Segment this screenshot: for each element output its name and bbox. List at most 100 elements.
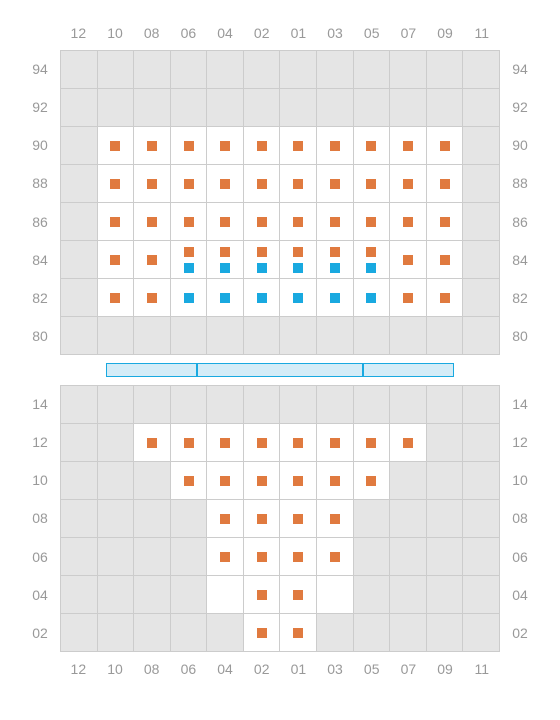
orange-marker — [257, 590, 267, 600]
grid-cell — [317, 538, 354, 576]
grid-cell — [317, 51, 354, 89]
grid-cell — [244, 203, 281, 241]
grid-cell — [61, 241, 98, 279]
grid-cell — [463, 203, 500, 241]
stage-divider — [106, 363, 454, 377]
grid-cell — [244, 614, 281, 652]
orange-marker — [293, 590, 303, 600]
row-label: 86 — [20, 203, 60, 241]
orange-marker — [184, 179, 194, 189]
grid-cell — [317, 386, 354, 424]
grid-cell — [463, 89, 500, 127]
column-label: 12 — [60, 25, 97, 41]
row-label: 10 — [500, 461, 540, 499]
grid-cell — [98, 614, 135, 652]
grid-cell — [61, 538, 98, 576]
grid-cell — [354, 51, 391, 89]
upper-left-row-axis: 9492908886848280 — [20, 50, 60, 355]
grid-cell — [98, 317, 135, 355]
grid-cell — [171, 127, 208, 165]
divider-segment — [106, 363, 197, 377]
orange-marker — [330, 179, 340, 189]
grid-cell — [280, 462, 317, 500]
grid-cell — [317, 241, 354, 279]
blue-marker — [257, 293, 267, 303]
row-label: 80 — [20, 317, 60, 355]
column-label: 05 — [353, 25, 390, 41]
grid-cell — [98, 279, 135, 317]
grid-cell — [427, 127, 464, 165]
grid-cell — [134, 127, 171, 165]
grid-cell — [280, 89, 317, 127]
grid-cell — [317, 203, 354, 241]
grid-cell — [280, 614, 317, 652]
row-label: 90 — [500, 126, 540, 164]
grid-cell — [171, 424, 208, 462]
grid-cell — [280, 241, 317, 279]
orange-marker — [220, 476, 230, 486]
column-label: 08 — [133, 661, 170, 677]
orange-marker — [293, 514, 303, 524]
grid-cell — [207, 127, 244, 165]
orange-marker — [293, 247, 303, 257]
row-label: 10 — [20, 461, 60, 499]
grid-cell — [98, 576, 135, 614]
blue-marker — [220, 293, 230, 303]
orange-marker — [440, 141, 450, 151]
row-label: 12 — [500, 423, 540, 461]
orange-marker — [147, 179, 157, 189]
grid-cell — [244, 386, 281, 424]
grid-cell — [98, 127, 135, 165]
orange-marker — [220, 438, 230, 448]
column-label: 04 — [207, 25, 244, 41]
grid-cell — [207, 424, 244, 462]
grid-cell — [244, 500, 281, 538]
grid-cell — [427, 203, 464, 241]
orange-marker — [257, 514, 267, 524]
grid-cell — [390, 279, 427, 317]
grid-cell — [354, 279, 391, 317]
grid-cell — [171, 462, 208, 500]
orange-marker — [330, 217, 340, 227]
grid-cell — [134, 89, 171, 127]
orange-marker — [440, 255, 450, 265]
grid-cell — [354, 127, 391, 165]
grid-cell — [98, 165, 135, 203]
orange-marker — [147, 217, 157, 227]
row-label: 88 — [20, 164, 60, 202]
column-label: 11 — [463, 25, 500, 41]
grid-cell — [207, 317, 244, 355]
orange-marker — [184, 141, 194, 151]
grid-cell — [463, 424, 500, 462]
column-label: 07 — [390, 25, 427, 41]
grid-cell — [134, 500, 171, 538]
grid-cell — [98, 241, 135, 279]
upper-right-row-axis: 9492908886848280 — [500, 50, 540, 355]
divider-segment — [197, 363, 363, 377]
orange-marker — [293, 552, 303, 562]
grid-cell — [354, 241, 391, 279]
orange-marker — [257, 247, 267, 257]
grid-cell — [134, 165, 171, 203]
grid-cell — [61, 89, 98, 127]
grid-cell — [317, 165, 354, 203]
lower-section: 14121008060402 14121008060402 — [20, 385, 540, 652]
grid-cell — [171, 165, 208, 203]
grid-cell — [61, 424, 98, 462]
row-label: 14 — [500, 385, 540, 423]
grid-cell — [98, 203, 135, 241]
orange-marker — [366, 217, 376, 227]
grid-cell — [244, 241, 281, 279]
grid-cell — [134, 241, 171, 279]
grid-cell — [390, 576, 427, 614]
orange-marker — [257, 476, 267, 486]
orange-marker — [330, 514, 340, 524]
grid-cell — [427, 89, 464, 127]
grid-cell — [244, 279, 281, 317]
grid-cell — [463, 51, 500, 89]
grid-cell — [98, 500, 135, 538]
grid-cell — [390, 317, 427, 355]
row-label: 94 — [20, 50, 60, 88]
grid-cell — [134, 203, 171, 241]
grid-cell — [207, 89, 244, 127]
